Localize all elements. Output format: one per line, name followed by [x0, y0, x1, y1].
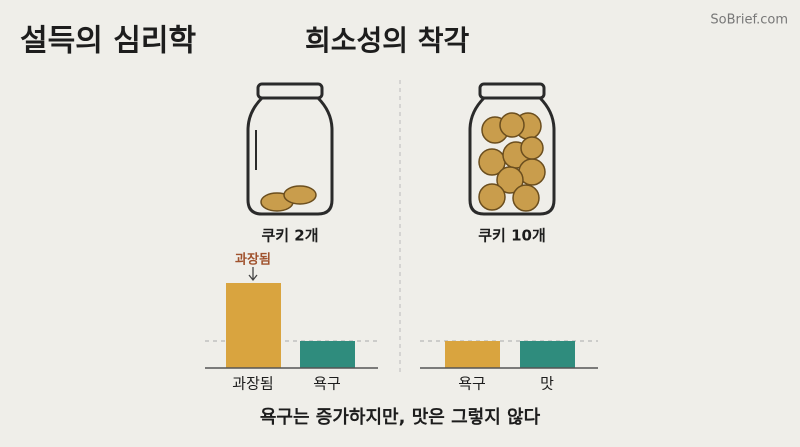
bar-label: 욕구	[313, 375, 341, 393]
arrow	[248, 267, 258, 282]
jar-right	[468, 82, 556, 216]
bar	[445, 341, 500, 368]
title: 설득의 심리학	[20, 24, 196, 59]
footer: 욕구는 증가하지만, 맛은 그렇지 않다	[260, 407, 541, 428]
brand: SoBrief.com	[710, 13, 788, 28]
jar-left	[246, 82, 334, 216]
jar-label: 쿠키 2개	[261, 227, 318, 245]
subtitle: 희소성의 착각	[305, 24, 470, 57]
bar	[300, 341, 355, 368]
jar-label: 쿠키 10개	[478, 227, 546, 245]
bar-label: 과장됨	[232, 375, 273, 393]
annotation: 과장됨	[235, 252, 271, 268]
bar-label: 맛	[540, 375, 554, 393]
bar	[520, 341, 575, 368]
bar-label: 욕구	[458, 375, 486, 393]
bar	[226, 283, 281, 368]
